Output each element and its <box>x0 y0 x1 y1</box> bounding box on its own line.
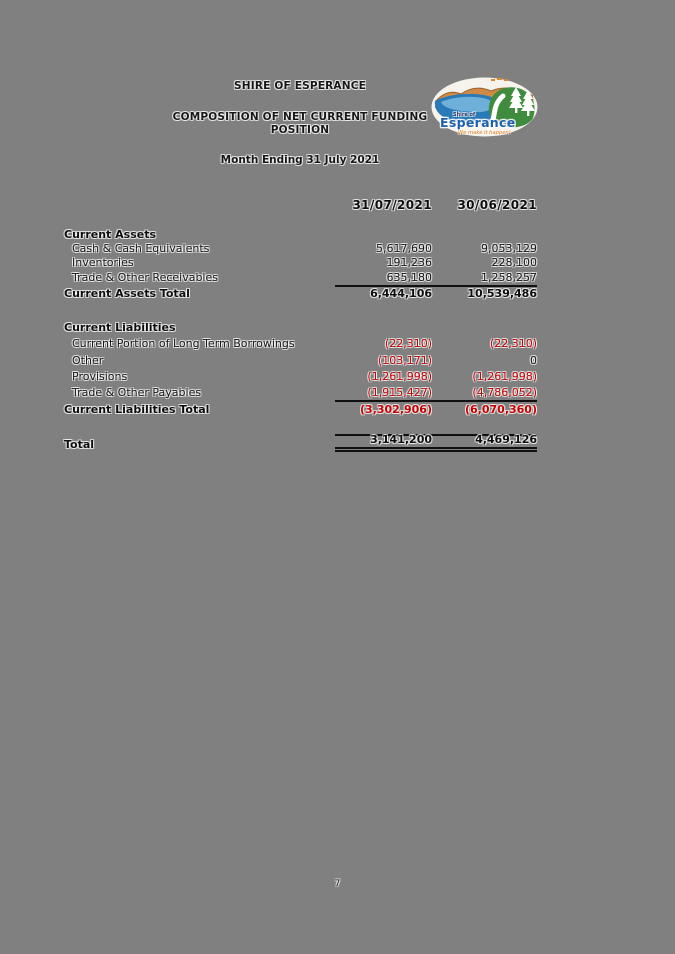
report-title-line1: COMPOSITION OF NET CURRENT FUNDING <box>172 111 428 123</box>
spacer <box>64 301 537 319</box>
total-value: (3,302,906) <box>360 403 432 416</box>
value-cell: (1,261,998) <box>367 370 432 383</box>
table-row-provisions: Provisions (1,261,998) (1,261,998) <box>64 368 537 384</box>
total-row-current-assets: Current Assets Total 6,444,106 10,539,486 <box>64 285 537 301</box>
spacer <box>64 213 537 228</box>
value-cell: (1,261,998) <box>472 370 537 383</box>
total-label: Current Liabilities Total <box>64 403 210 416</box>
grand-total-value: 4,469,126 <box>475 433 537 446</box>
section-label: Current Assets <box>64 228 157 241</box>
total-value: (6,070,360) <box>465 403 537 416</box>
value-cell: 5,617,690 <box>376 242 432 255</box>
report-title: COMPOSITION OF NET CURRENT FUNDING POSIT… <box>100 111 500 137</box>
table-row-payables: Trade & Other Payables (1,915,427) (4,786… <box>64 384 537 400</box>
road-shape <box>486 93 506 131</box>
column-header-row: 31/07/2021 30/06/2021 <box>64 195 537 213</box>
total-value: 10,539,486 <box>467 287 537 300</box>
value-cell: 635,180 <box>386 271 433 284</box>
logo-top-marks <box>491 78 508 81</box>
row-label: Current Portion of Long Term Borrowings <box>72 337 295 350</box>
column-header-current-month: 31/07/2021 <box>352 198 432 212</box>
row-label: Trade & Other Receivables <box>72 271 218 284</box>
section-row-current-liabilities: Current Liabilities <box>64 319 537 335</box>
column-header-prior-month: 30/06/2021 <box>457 198 537 212</box>
value-cell: (22,310) <box>384 337 432 350</box>
value-cell: 9,053,129 <box>481 242 537 255</box>
net-current-funding-table: 31/07/2021 30/06/2021 Current Assets Cas… <box>64 195 537 452</box>
table-row-cash: Cash & Cash Equivalents 5,617,690 9,053,1… <box>64 242 537 256</box>
report-header: SHIRE OF ESPERANCE COMPOSITION OF NET CU… <box>100 80 500 166</box>
logo-esperance-text: Esperance <box>440 115 516 130</box>
row-label: Trade & Other Payables <box>72 386 202 399</box>
total-row-current-liabilities: Current Liabilities Total (3,302,906) (6,… <box>64 400 537 417</box>
page-number: 7 <box>334 879 341 889</box>
row-label: Other <box>72 354 104 367</box>
pine-tree-icon <box>521 90 535 116</box>
value-cell: 0 <box>530 354 537 367</box>
row-label: Provisions <box>72 370 128 383</box>
grand-total-value: 3,141,200 <box>370 433 432 446</box>
table-row-other: Other (103,171) 0 <box>64 351 537 368</box>
table-row-borrowings: Current Portion of Long Term Borrowings … <box>64 335 537 351</box>
value-cell: 191,236 <box>386 256 433 269</box>
shire-of-esperance-logo: Shire of Esperance We make it happen! <box>431 77 538 137</box>
section-row-current-assets: Current Assets <box>64 228 537 242</box>
section-label: Current Liabilities <box>64 321 176 334</box>
value-cell: (22,310) <box>489 337 537 350</box>
value-cell: (103,171) <box>377 354 432 367</box>
total-label: Current Assets Total <box>64 287 190 300</box>
logo-tagline-text: We make it happen! <box>458 130 511 136</box>
total-value: 6,444,106 <box>370 287 432 300</box>
value-cell: (4,786,052) <box>472 386 537 399</box>
value-cell: 228,100 <box>491 256 538 269</box>
organisation-name: SHIRE OF ESPERANCE <box>233 80 366 92</box>
grand-total-label: Total <box>64 438 95 451</box>
row-label: Inventories <box>72 256 134 269</box>
report-title-line2: POSITION <box>270 124 330 136</box>
table-row-inventories: Inventories 191,236 228,100 <box>64 256 537 270</box>
row-label: Cash & Cash Equivalents <box>72 242 210 255</box>
report-period: Month Ending 31 July 2021 <box>220 154 380 166</box>
logo-shire-of-text: Shire of <box>453 112 476 118</box>
value-cell: 1,258,257 <box>481 271 537 284</box>
grand-total-row: Total 3,141,200 4,469,126 <box>64 433 537 452</box>
spacer <box>64 417 537 434</box>
value-cell: (1,915,427) <box>367 386 432 399</box>
table-row-receivables: Trade & Other Receivables 635,180 1,258,2… <box>64 270 537 285</box>
water-highlight <box>441 96 494 112</box>
pine-tree-icon <box>509 87 523 113</box>
